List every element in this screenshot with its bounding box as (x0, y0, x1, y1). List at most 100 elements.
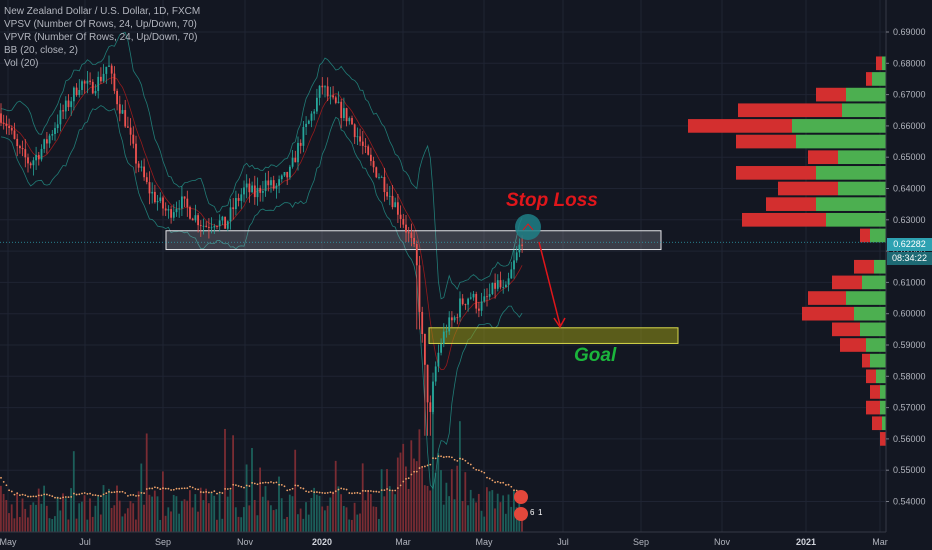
candle-body (345, 108, 348, 122)
price-tick-label: 0.58000 (893, 371, 926, 381)
candle-body (397, 202, 399, 215)
volume-ma-dot (162, 487, 164, 490)
bb-indicator[interactable]: BB (20, close, 2) (4, 45, 78, 56)
volume-indicator[interactable]: Vol (20) (4, 58, 39, 69)
candle-body (383, 176, 386, 193)
volume-ma-dot (469, 463, 472, 466)
volume-ma-dot (143, 492, 146, 495)
candle-body (353, 124, 356, 138)
volume-bar (467, 505, 469, 532)
volume-bar (24, 508, 27, 532)
time-tick-label: 2021 (796, 537, 816, 547)
volume-bar (291, 496, 294, 532)
candle-body (253, 185, 256, 198)
vp-down-bar (840, 338, 866, 352)
goal-label[interactable]: Goal (574, 345, 617, 366)
volume-ma-dot (496, 480, 499, 483)
volume-ma-dot (70, 495, 73, 498)
volume-ma-dot (113, 491, 116, 494)
volume-bar (272, 510, 275, 532)
volume-ma-dot (510, 485, 513, 488)
volume-bar (159, 519, 162, 532)
vp-down-bar (736, 166, 816, 180)
volume-ma-dot (405, 477, 407, 480)
candle-body (140, 166, 143, 168)
vp-up-bar (838, 181, 886, 196)
vp-down-bar (832, 322, 860, 337)
volume-bar (353, 502, 356, 532)
candle-body (151, 191, 154, 194)
volume-bar (261, 496, 264, 532)
volume-bar (423, 485, 426, 532)
volume-ma-dot (297, 484, 299, 487)
vp-down-bar (866, 400, 880, 415)
candle-body (232, 207, 235, 210)
volume-ma-dot (380, 489, 383, 492)
volume-bar (132, 503, 135, 532)
candle-body (229, 207, 232, 222)
vpvr-indicator[interactable]: VPVR (Number Of Rows, 24, Up/Down, 70) (4, 32, 198, 43)
candle-body (199, 225, 202, 227)
volume-ma-dot (151, 487, 154, 490)
candle-body (132, 134, 135, 144)
volume-ma-dot (499, 481, 502, 484)
vp-down-bar (860, 228, 870, 243)
volume-bar (10, 504, 13, 532)
stop-loss-label[interactable]: Stop Loss (506, 190, 598, 211)
volume-bar (135, 519, 137, 532)
symbol-title[interactable]: New Zealand Dollar / U.S. Dollar, 1D, FX… (4, 6, 201, 17)
volume-ma-dot (353, 492, 356, 494)
volume-bar (351, 519, 353, 532)
candle-body (89, 80, 91, 82)
volume-ma-dot (248, 485, 251, 487)
volume-ma-dot (137, 494, 140, 497)
price-axis-bg (886, 0, 932, 550)
volume-ma-dot (62, 496, 64, 499)
price-tick-label: 0.63000 (893, 215, 926, 225)
volume-bar (237, 516, 240, 532)
candle-body (283, 172, 286, 176)
volume-bar (156, 496, 159, 532)
volume-bar (86, 519, 89, 532)
volume-ma-dot (170, 489, 173, 491)
vp-down-bar (766, 197, 816, 211)
price-tick-label: 0.67000 (893, 90, 926, 100)
candle-body (413, 237, 415, 245)
candle-body (224, 216, 226, 229)
vp-up-bar (846, 291, 886, 305)
volume-bar (75, 518, 78, 532)
price-axis[interactable]: 0.54000 0.55000 0.56000 0.57000 0.58000 0.590… (885, 0, 932, 550)
volume-bar (299, 508, 302, 532)
volume-bar (386, 469, 388, 532)
vp-up-bar (826, 212, 886, 227)
candle-body (91, 81, 94, 94)
volume-bar (218, 493, 221, 532)
volume-bar (405, 466, 407, 532)
candle-body (0, 113, 2, 123)
candle-body (270, 180, 272, 186)
volume-bar (337, 486, 340, 532)
candle-body (513, 260, 515, 270)
volume-bar (186, 500, 189, 532)
volume-bar (35, 504, 37, 532)
volume-bar (240, 517, 243, 532)
volume-ma-dot (505, 484, 507, 486)
earnings-badge (514, 490, 528, 504)
volume-bar (253, 499, 256, 532)
vp-up-bar (792, 119, 886, 133)
time-axis[interactable]: May Jul Sep Nov 2020 Mar May Jul Sep Nov 2021 Mar (0, 531, 888, 550)
volume-ma-dot (237, 485, 240, 487)
stop-loss-marker (515, 214, 541, 240)
candle-body (367, 146, 370, 155)
time-axis-bg (0, 532, 886, 550)
candle-body (240, 194, 243, 201)
volume-ma-dot (370, 490, 372, 492)
volume-ma-dot (116, 490, 118, 493)
candle-body (118, 104, 121, 114)
volume-bar (224, 428, 226, 532)
vpsv-indicator[interactable]: VPSV (Number Of Rows, 24, Up/Down, 70) (4, 19, 197, 30)
vp-down-bar (808, 291, 846, 305)
volume-ma-dot (167, 487, 170, 490)
